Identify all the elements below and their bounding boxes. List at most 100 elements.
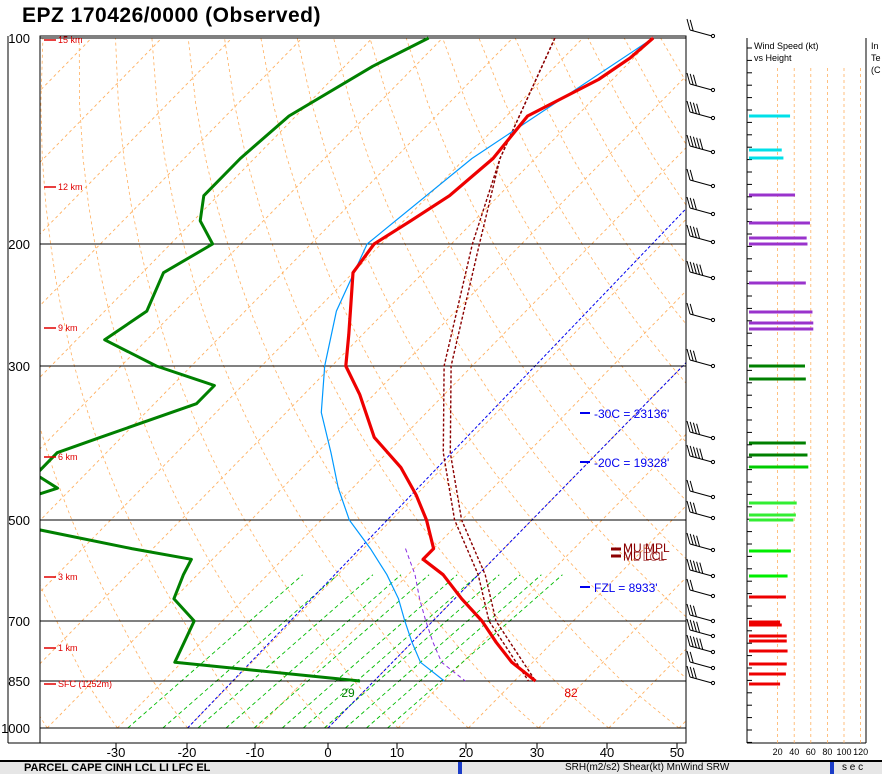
height-label: 1 km	[58, 643, 78, 653]
temperature-trace	[344, 36, 655, 683]
mixing-ratio-line	[162, 574, 339, 729]
wind-barb-flag	[692, 534, 697, 546]
wind-barb	[686, 100, 716, 121]
mixing-ratio-line	[281, 574, 458, 729]
wind-panel-tick-label: 80	[822, 747, 832, 757]
isotherm-line	[468, 505, 686, 729]
isotherm-line	[40, 37, 584, 593]
dry-adiabat	[115, 37, 399, 729]
wind-barb-flag	[689, 559, 694, 572]
annotation-mu-lcl: MU LCL	[623, 549, 667, 563]
wind-barb-staff	[689, 431, 713, 439]
wind-barb-flag	[689, 421, 694, 434]
isotherm-line	[117, 147, 686, 729]
height-label: 15 km	[58, 35, 83, 45]
pressure-label: 300	[8, 359, 30, 374]
temperature-tick-label: 0	[324, 745, 331, 760]
wind-barb-flag	[689, 261, 694, 274]
wind-barb-flag	[689, 501, 694, 514]
wind-barb-flag	[689, 197, 694, 210]
wind-barb-flag	[689, 533, 694, 546]
wind-barb-flag	[686, 224, 691, 237]
isotherm-line	[46, 75, 686, 729]
wind-barb-flag	[686, 603, 691, 616]
dry-adiabat	[296, 37, 686, 679]
wind-barb-staff	[689, 145, 713, 153]
wind-barb-station	[710, 317, 716, 323]
wind-barb-flag	[696, 561, 701, 573]
parcel-trace	[442, 37, 556, 682]
wind-barb-staff	[689, 569, 713, 577]
wind-barb-station	[710, 665, 716, 671]
height-label: 3 km	[58, 572, 78, 582]
pressure-label: 850	[8, 674, 30, 689]
surface-temperature-label: 82	[564, 686, 578, 700]
pressure-label: 500	[8, 513, 30, 528]
dry-adiabat	[514, 37, 686, 325]
wind-barb	[686, 72, 716, 93]
wind-barb-flag	[692, 262, 697, 274]
wind-barb-flag	[692, 136, 697, 148]
wind-panel-tick-label: 40	[789, 747, 799, 757]
temperature-tick-label: 40	[600, 745, 614, 760]
wind-barb-flag	[686, 665, 691, 678]
wind-barb-flag	[689, 135, 694, 148]
mixing-ratio-line	[345, 574, 521, 729]
temperature-tick-label: 50	[670, 745, 684, 760]
isotherm-line	[40, 37, 654, 665]
wind-barb-flag	[686, 168, 691, 181]
wind-barb-flag	[692, 605, 697, 617]
wind-barb-flag	[689, 225, 694, 238]
wind-barb-staff	[689, 455, 713, 463]
pressure-label: 700	[8, 614, 30, 629]
panel-scroll-marker	[830, 762, 834, 774]
wind-barb-flag	[689, 101, 694, 114]
wind-barb	[686, 578, 716, 599]
annotation-mu-mpl: MU MPL	[623, 541, 670, 555]
wind-barb-flag	[689, 445, 694, 458]
wind-barb-flag	[689, 604, 694, 617]
wind-barb-flag	[699, 562, 704, 574]
wind-barb-flag	[692, 667, 697, 679]
temperature-tick-label: -10	[246, 745, 265, 760]
minus20-isotherm	[187, 207, 686, 729]
mixing-ratio-line	[366, 574, 542, 729]
wind-barb-flag	[686, 444, 691, 457]
isotherm-line	[40, 37, 514, 522]
wind-barb-flag	[699, 264, 704, 276]
temperature-tick-label: -20	[178, 745, 197, 760]
wind-barb-station	[710, 33, 716, 39]
wind-barb-flag	[686, 196, 691, 209]
wind-barb	[686, 558, 716, 579]
plot-layer	[40, 36, 882, 729]
wind-panel-tick-label: 60	[806, 747, 816, 757]
chart-title: EPZ 170426/0000 (Observed)	[22, 4, 322, 27]
height-label: 12 km	[58, 182, 83, 192]
wind-barb-flag	[696, 227, 701, 239]
wind-barb-flag	[699, 638, 704, 650]
wind-barb-flag	[696, 621, 701, 633]
wind-barb-flag	[692, 422, 697, 434]
wind-barb-flag	[686, 578, 691, 591]
dry-adiabat	[879, 38, 882, 728]
dry-adiabat	[369, 37, 686, 560]
wind-barb-staff	[689, 313, 713, 321]
wind-barb-staff	[689, 676, 713, 684]
wind-barb-flag	[686, 634, 691, 647]
wind-barb	[686, 532, 716, 553]
dry-adiabat	[187, 37, 539, 729]
dry-adiabat	[551, 37, 686, 265]
wind-barb-staff	[689, 111, 713, 119]
wind-barb-flag	[692, 74, 697, 86]
wind-barb	[686, 224, 716, 245]
parcel-trace	[449, 37, 556, 682]
wind-barb-flag	[686, 420, 691, 433]
wind-barb	[686, 479, 716, 500]
shear-header: SRH(m2/s2) Shear(kt) MnWind SRW	[565, 762, 730, 773]
wind-barb-staff	[689, 207, 713, 215]
annotation-minus20: -20C = 19328'	[594, 456, 669, 470]
wind-barb-flag	[696, 535, 701, 547]
dry-adiabat	[40, 37, 259, 729]
